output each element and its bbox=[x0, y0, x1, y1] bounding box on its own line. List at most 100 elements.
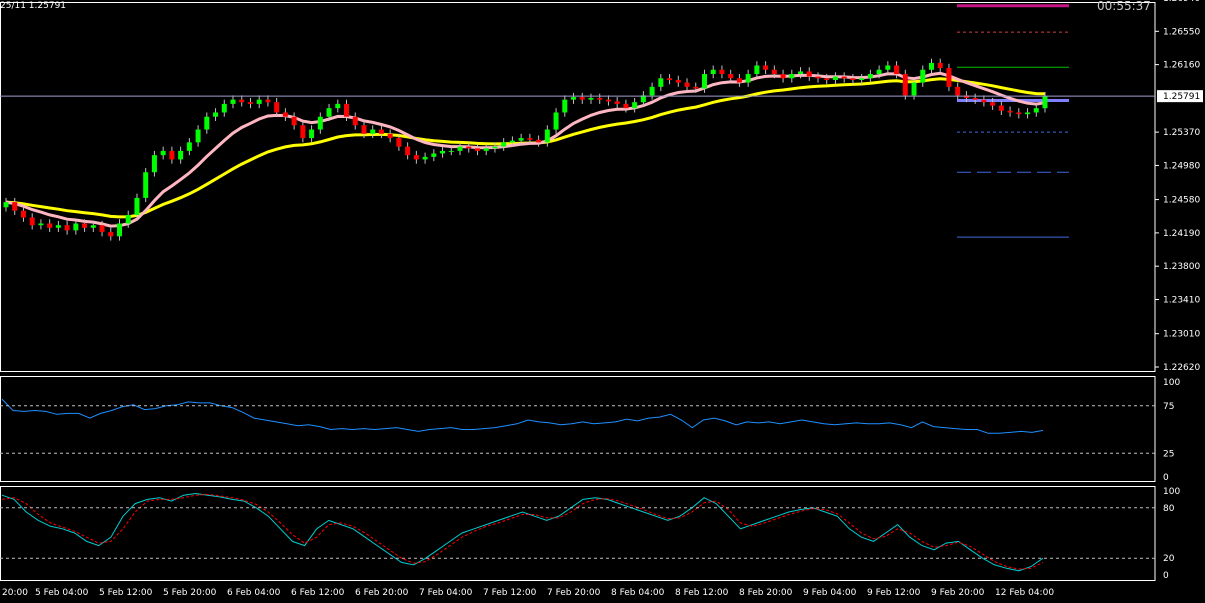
candle-body bbox=[256, 99, 262, 104]
candle-body bbox=[317, 116, 323, 130]
candle-body bbox=[309, 129, 315, 139]
candle-body bbox=[867, 74, 873, 79]
candle-body bbox=[771, 69, 777, 75]
symbol-info: 25/11 1.25791 bbox=[0, 1, 66, 11]
candle-body bbox=[1025, 112, 1031, 115]
time-axis-label: 5 Feb 20:00 bbox=[163, 588, 217, 598]
candle-body bbox=[963, 95, 969, 98]
ma-slow-line bbox=[5, 77, 1046, 219]
candle-body bbox=[448, 150, 454, 152]
candle-body bbox=[422, 156, 428, 160]
time-axis-label: 6 Feb 20:00 bbox=[355, 588, 409, 598]
candle-body bbox=[763, 65, 769, 70]
bar-countdown: 00:55:37 bbox=[1097, 0, 1151, 13]
candle-body bbox=[553, 112, 559, 130]
candle-body bbox=[937, 62, 943, 69]
candle-body bbox=[1007, 110, 1013, 113]
candle-body bbox=[928, 62, 934, 70]
candle-body bbox=[143, 172, 149, 198]
candle-body bbox=[378, 129, 384, 134]
price-tick-label: 1.23410 bbox=[1163, 296, 1200, 306]
rsi-line bbox=[1, 398, 1044, 434]
candle-body bbox=[169, 150, 175, 160]
candle-body bbox=[501, 142, 507, 147]
candle-body bbox=[518, 138, 524, 141]
time-axis-label: 8 Feb 12:00 bbox=[675, 588, 729, 598]
candle-body bbox=[3, 202, 9, 208]
candle-body bbox=[544, 129, 550, 143]
candle-body bbox=[798, 71, 804, 75]
candle-body bbox=[151, 155, 157, 173]
time-axis-label: 7 Feb 12:00 bbox=[483, 588, 537, 598]
price-tick-label: 1.22620 bbox=[1163, 363, 1200, 373]
stoch-tick-label: 100 bbox=[1163, 487, 1180, 497]
candle-body bbox=[38, 223, 44, 226]
time-axis-label: 9 Feb 20:00 bbox=[931, 588, 985, 598]
candle-body bbox=[649, 86, 655, 96]
price-tick-label: 1.24580 bbox=[1163, 196, 1200, 206]
candle-body bbox=[457, 146, 463, 151]
candle-body bbox=[710, 69, 716, 75]
candle-body bbox=[998, 105, 1004, 111]
candle-body bbox=[1033, 108, 1039, 113]
candle-body bbox=[658, 78, 664, 87]
stoch-main-line bbox=[1, 492, 1044, 572]
candle-body bbox=[955, 86, 961, 96]
candle-body bbox=[291, 116, 297, 126]
candle-body bbox=[640, 95, 646, 103]
candle-body bbox=[82, 223, 88, 228]
candle-body bbox=[352, 116, 358, 126]
candle-body bbox=[946, 68, 952, 87]
candle-body bbox=[483, 148, 489, 151]
time-axis-label: 5 Feb 12:00 bbox=[99, 588, 153, 598]
candle-body bbox=[466, 146, 472, 149]
candle-body bbox=[588, 97, 594, 100]
stoch-tick-label: 80 bbox=[1163, 504, 1175, 514]
price-tick-label: 1.24190 bbox=[1163, 229, 1200, 239]
candle-body bbox=[440, 150, 446, 154]
time-axis-label: 9 Feb 04:00 bbox=[803, 588, 857, 598]
candle-body bbox=[684, 82, 690, 87]
price-tick-label: 1.26160 bbox=[1163, 61, 1200, 71]
candle-body bbox=[527, 138, 533, 140]
candle-body bbox=[90, 225, 96, 228]
candle-body bbox=[344, 103, 350, 117]
candle-body bbox=[745, 74, 751, 83]
candle-body bbox=[195, 129, 201, 143]
stoch-signal-line bbox=[1, 493, 1044, 570]
time-axis-label: 12 Feb 04:00 bbox=[995, 588, 1054, 598]
time-axis-label: 6 Feb 12:00 bbox=[291, 588, 345, 598]
candle-body bbox=[29, 217, 35, 226]
candle-body bbox=[73, 223, 79, 231]
candle-body bbox=[47, 223, 53, 228]
time-axis-label: 6 Feb 04:00 bbox=[227, 588, 281, 598]
candle-body bbox=[474, 148, 480, 151]
panel-frame bbox=[0, 486, 1156, 581]
candle-body bbox=[536, 139, 542, 143]
candle-body bbox=[859, 78, 865, 80]
rsi-tick-label: 75 bbox=[1163, 402, 1174, 412]
candle-body bbox=[911, 82, 917, 96]
candle-body bbox=[667, 78, 673, 80]
candle-body bbox=[562, 99, 568, 113]
price-tick-label: 1.23010 bbox=[1163, 330, 1200, 340]
candle-body bbox=[736, 78, 742, 83]
current-price-label: 1.25791 bbox=[1163, 92, 1200, 102]
candle-body bbox=[274, 102, 280, 113]
candle-body bbox=[832, 76, 838, 80]
candle-body bbox=[990, 102, 996, 106]
time-axis-label: 7 Feb 20:00 bbox=[547, 588, 601, 598]
candle-body bbox=[509, 140, 515, 143]
candle-body bbox=[387, 133, 393, 139]
candle-body bbox=[754, 65, 760, 75]
candle-body bbox=[623, 103, 629, 109]
panel-frame bbox=[0, 2, 1156, 372]
time-axis-label: 8 Feb 20:00 bbox=[739, 588, 793, 598]
stoch-tick-label: 20 bbox=[1163, 554, 1175, 564]
ma-slow-path bbox=[5, 77, 1046, 219]
price-tick-label: 1.23800 bbox=[1163, 262, 1200, 272]
candle-body bbox=[370, 129, 376, 134]
candle-body bbox=[605, 99, 611, 102]
